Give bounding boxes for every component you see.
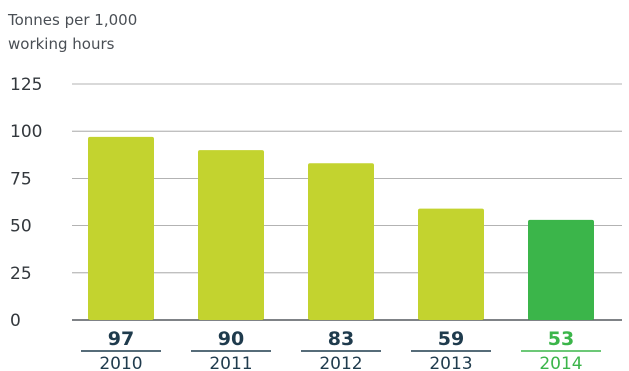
bar-2011 bbox=[198, 150, 264, 320]
bar-2013 bbox=[418, 208, 484, 320]
category-label-2014: 2014 bbox=[539, 354, 582, 371]
y-tick-label: 0 bbox=[10, 311, 21, 331]
category-label-2013: 2013 bbox=[429, 354, 472, 371]
value-label-2011: 90 bbox=[218, 328, 244, 350]
category-label-2012: 2012 bbox=[319, 354, 362, 371]
value-label-2014: 53 bbox=[548, 328, 574, 350]
y-tick-label: 125 bbox=[10, 75, 42, 95]
y-axis-label-line-2: working hours bbox=[8, 35, 115, 53]
value-label-2012: 83 bbox=[328, 328, 354, 350]
category-labels: 97 2010 90 2011 83 2012 59 2013 53 2014 bbox=[81, 328, 601, 371]
y-tick-label: 25 bbox=[10, 264, 32, 284]
bar-2010 bbox=[88, 136, 154, 320]
bars bbox=[88, 136, 594, 320]
category-label-2011: 2011 bbox=[209, 354, 252, 371]
y-tick-label: 50 bbox=[10, 217, 32, 237]
value-label-2010: 97 bbox=[108, 328, 134, 350]
y-axis-label-line-1: Tonnes per 1,000 bbox=[7, 11, 137, 29]
category-label-2010: 2010 bbox=[99, 354, 142, 371]
y-tick-labels: 0 25 50 75 100 125 bbox=[10, 75, 42, 331]
y-tick-label: 100 bbox=[10, 122, 42, 142]
bar-2012 bbox=[308, 163, 374, 320]
bar-2014 bbox=[528, 219, 594, 320]
value-label-2013: 59 bbox=[438, 328, 464, 350]
y-tick-label: 75 bbox=[10, 169, 32, 189]
